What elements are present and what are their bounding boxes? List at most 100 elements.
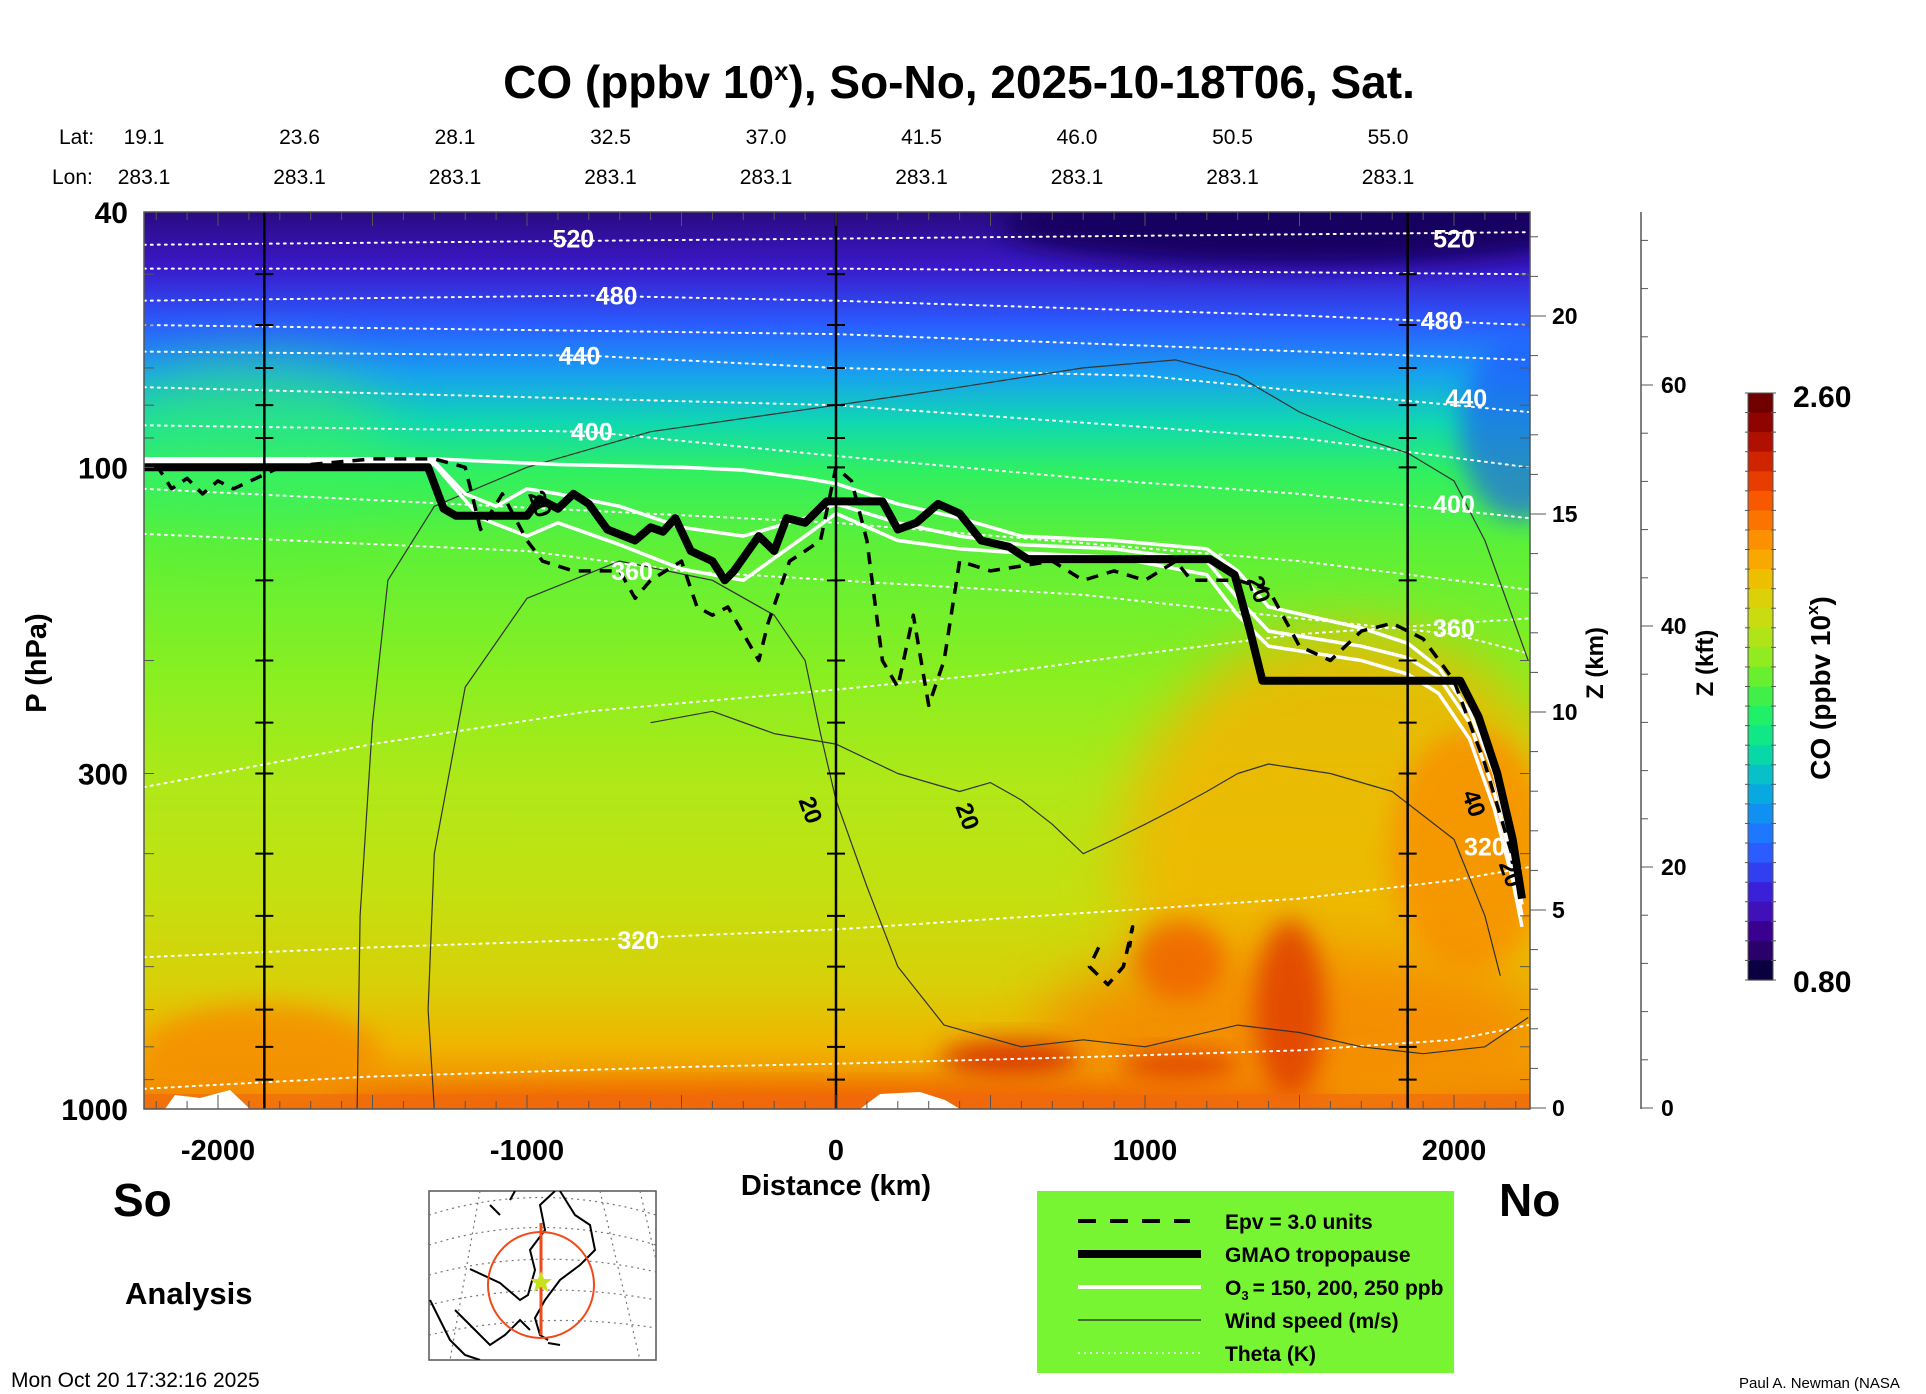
lon-value: 283.1: [1051, 166, 1104, 189]
co-color-field: 5204804404003603205204804404003603202020…: [144, 212, 1530, 1109]
colorbar-swatch: [1748, 960, 1773, 981]
map-center-star-icon: [530, 1271, 552, 1292]
z-kft-tick-label: 20: [1661, 854, 1687, 880]
theta-label: 320: [617, 927, 659, 955]
colorbar-swatch: [1748, 549, 1773, 570]
map-coastline: [429, 1191, 597, 1360]
z-km-tick-label: 15: [1552, 501, 1578, 527]
x-axis-label: Distance (km): [741, 1170, 931, 1202]
colorbar-max-label: 2.60: [1793, 381, 1851, 414]
colorbar-swatch: [1748, 627, 1773, 648]
y-axis-label: P (hPa): [21, 613, 53, 712]
legend-wind-label: Wind speed (m/s): [1225, 1310, 1399, 1333]
theta-line-420: [144, 386, 1530, 469]
theta-line-360: [144, 532, 1530, 655]
z-km-tick-label: 10: [1552, 699, 1578, 725]
theta-line-440: [144, 350, 1530, 413]
colorbar-swatch: [1748, 569, 1773, 590]
colorbar-swatch: [1748, 862, 1773, 883]
o3-line-150: [144, 457, 1524, 905]
z-km-tick-label: 20: [1552, 303, 1578, 329]
vertical-markers: [255, 212, 1417, 1109]
south-label: So: [113, 1174, 172, 1226]
tropopause-path: [144, 463, 1526, 900]
wind-speed-line: [427, 560, 1529, 1109]
credit: Paul A. Newman (NASA: [1739, 1375, 1900, 1392]
colorbar-swatch: [1748, 471, 1773, 492]
theta-label: 400: [1433, 491, 1475, 519]
lon-label: Lon:: [52, 166, 93, 189]
analysis-label: Analysis: [125, 1276, 253, 1311]
theta-label: 320: [1464, 834, 1506, 862]
colorbar-title-sup: x: [1803, 605, 1822, 615]
wind-speed-line: [356, 359, 1529, 1109]
colorbar-swatch: [1748, 490, 1773, 511]
z-kft-tick-label: 40: [1661, 613, 1687, 639]
colorbar: [1745, 392, 1776, 981]
theta-label: 360: [611, 558, 653, 586]
chart-title-rest: ), So-No, 2025-10-18T06, Sat.: [789, 56, 1415, 108]
colorbar-swatch: [1748, 823, 1773, 844]
colorbar-swatch: [1748, 666, 1773, 688]
x-tick-label: -1000: [490, 1135, 564, 1167]
x-tick-label: -2000: [181, 1135, 255, 1167]
legend: Epv = 3.0 units GMAO tropopause O3 = 150,…: [1037, 1191, 1454, 1373]
lat-label: Lat:: [59, 126, 94, 149]
x-tick-label: 0: [828, 1135, 844, 1167]
legend-epv-label: Epv = 3.0 units: [1225, 1211, 1373, 1234]
lat-value: 37.0: [746, 126, 787, 149]
legend-o3-sub: 3: [1241, 1288, 1248, 1303]
lon-value: 283.1: [1206, 166, 1259, 189]
legend-tropopause-label: GMAO tropopause: [1225, 1244, 1411, 1267]
lon-value: 283.1: [895, 166, 948, 189]
lon-value: 283.1: [740, 166, 793, 189]
y-tick-label: 100: [78, 452, 128, 485]
z-kft-axis-label: Z (kft): [1692, 630, 1719, 697]
colorbar-swatch: [1748, 843, 1773, 864]
y-tick-label: 300: [78, 758, 128, 791]
theta-label: 480: [596, 283, 638, 311]
epv-line: [154, 457, 1518, 868]
x-tick-label: 1000: [1113, 1135, 1178, 1167]
theta-label: 440: [559, 343, 601, 371]
wind-speed-contours: [356, 359, 1529, 1109]
y-tick-label: 40: [95, 197, 128, 230]
lat-value: 32.5: [590, 126, 631, 149]
lon-value: 283.1: [429, 166, 482, 189]
colorbar-swatch: [1748, 940, 1773, 962]
z-km-axis-label: Z (km): [1582, 627, 1609, 699]
z-kft-tick-label: 60: [1661, 372, 1687, 398]
wind-speed-line: [650, 710, 1501, 976]
colorbar-swatch: [1748, 686, 1773, 707]
chart-title-main: CO (ppbv 10: [503, 56, 774, 108]
map-inset: [428, 1190, 657, 1361]
lat-lon-labels: 19.1 283.1 23.6 283.1 28.1 283.1 32.5 283.1 37.0…: [118, 126, 1415, 189]
theta-line-300: [144, 1024, 1530, 1090]
colorbar-frame: [1747, 392, 1774, 981]
o3-line-250: [144, 462, 1524, 928]
colorbar-swatch: [1748, 647, 1773, 668]
colorbar-swatch: [1748, 784, 1773, 805]
axes: -2000 -1000 0 1000 2000 40 100 300 1000 0 5 10 15 20 0…: [61, 197, 1686, 1167]
north-label: No: [1499, 1174, 1560, 1226]
lat-value: 23.6: [279, 126, 320, 149]
colorbar-title-end: ): [1805, 596, 1836, 605]
tropopause-line: [144, 463, 1526, 900]
colorbar-swatch: [1748, 882, 1773, 903]
colorbar-swatch: [1748, 921, 1773, 942]
colorbar-swatch: [1748, 725, 1773, 746]
colorbar-swatch: [1748, 510, 1773, 531]
legend-o3-prefix: O: [1225, 1277, 1241, 1300]
colorbar-swatch: [1748, 706, 1773, 727]
lat-value: 55.0: [1368, 126, 1409, 149]
x-tick-label: 2000: [1422, 1135, 1487, 1167]
colorbar-swatch: [1748, 432, 1773, 453]
z-kft-tick-label: 0: [1661, 1095, 1674, 1121]
epv-line: [1087, 925, 1135, 987]
theta-label: 520: [1433, 226, 1475, 254]
lon-value: 283.1: [584, 166, 637, 189]
legend-o3-label: O3 = 150, 200, 250 ppb: [1225, 1277, 1443, 1303]
chart-title: CO (ppbv 10x), So-No, 2025-10-18T06, Sat…: [503, 56, 1415, 108]
colorbar-title-main: CO (ppbv 10: [1805, 615, 1836, 780]
colorbar-swatch: [1748, 745, 1773, 766]
